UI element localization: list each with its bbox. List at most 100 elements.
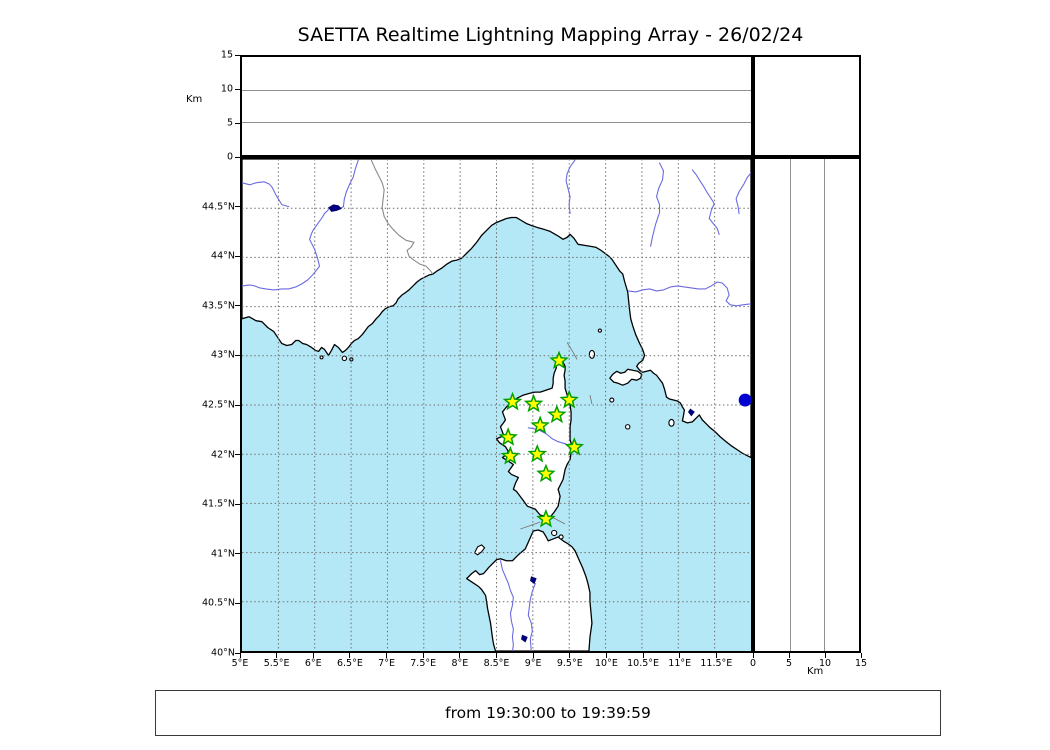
station-star-marker bbox=[559, 389, 579, 409]
station-star-marker bbox=[549, 350, 569, 370]
lon-tick-label: 5.5°E bbox=[263, 658, 290, 669]
lat-tickmark bbox=[235, 404, 240, 406]
lon-tickmark bbox=[715, 653, 717, 658]
lake-serre-poncon bbox=[328, 204, 342, 212]
altitude-gridline bbox=[242, 122, 751, 124]
lon-tickmark bbox=[532, 653, 534, 658]
lon-tickmark bbox=[605, 653, 607, 658]
altitude-tickmark-bottom bbox=[860, 653, 862, 658]
france-italy-border bbox=[370, 159, 434, 275]
river bbox=[650, 162, 665, 247]
altitude-tick-label-bottom: 5 bbox=[785, 658, 793, 669]
corsica-island bbox=[495, 356, 573, 518]
stations-layer bbox=[498, 350, 585, 528]
pianosa-island bbox=[609, 397, 615, 403]
lon-tickmark bbox=[386, 653, 388, 658]
altitude-gridline bbox=[242, 89, 751, 91]
station-star-marker bbox=[530, 415, 550, 434]
lon-tick-label: 9°E bbox=[524, 658, 542, 669]
lat-tickmark bbox=[235, 255, 240, 257]
detections-layer bbox=[738, 393, 751, 407]
lon-tick-label: 6°E bbox=[304, 658, 322, 669]
river bbox=[565, 159, 576, 215]
lat-tick-label: 41°N bbox=[211, 548, 235, 560]
strait-line bbox=[566, 342, 578, 360]
lon-tickmark bbox=[679, 653, 681, 658]
montecristo-island bbox=[624, 424, 631, 430]
river bbox=[499, 560, 514, 651]
sardinia-lake-1 bbox=[529, 576, 537, 585]
lon-tick-label: 8°E bbox=[451, 658, 469, 669]
lon-tick-label: 11°E bbox=[668, 658, 692, 669]
river bbox=[527, 583, 536, 651]
lon-tickmark bbox=[239, 653, 241, 658]
lat-tick-label: 40.5°N bbox=[201, 597, 235, 609]
lat-tickmark bbox=[235, 305, 240, 307]
lon-tick-label: 9.5°E bbox=[556, 658, 583, 669]
river bbox=[242, 181, 290, 208]
altitude-latitude-panel bbox=[753, 157, 861, 653]
lat-tick-label: 42°N bbox=[211, 449, 235, 461]
lat-tick-label: 43.5°N bbox=[201, 300, 235, 312]
strait-line bbox=[589, 394, 593, 405]
altitude-longitude-panel bbox=[240, 55, 753, 157]
altitude-tickmark-bottom bbox=[752, 653, 754, 658]
lat-tick-label: 42.5°N bbox=[201, 399, 235, 411]
lon-tick-label: 7°E bbox=[378, 658, 395, 669]
altitude-tickmark-bottom bbox=[824, 653, 826, 658]
gorgona-island bbox=[597, 328, 603, 333]
river bbox=[691, 169, 720, 235]
lat-tickmark bbox=[235, 454, 240, 456]
lon-tick-label: 10.5°E bbox=[627, 658, 660, 669]
page-title: SAETTA Realtime Lightning Mapping Array … bbox=[297, 24, 804, 46]
station-star-marker bbox=[536, 508, 556, 528]
lat-tickmark bbox=[235, 503, 240, 505]
altitude-tick-label-left: 15 bbox=[220, 49, 233, 61]
lat-tickmark bbox=[235, 206, 240, 208]
map-grid-layer bbox=[242, 159, 751, 651]
lon-tickmark bbox=[422, 653, 424, 658]
altitude-tick-label-bottom: 15 bbox=[854, 658, 868, 669]
land-layer bbox=[242, 159, 751, 651]
station-star-marker bbox=[547, 404, 567, 424]
time-range-box: from 19:30:00 to 19:39:59 bbox=[155, 690, 941, 736]
giglio-island bbox=[668, 418, 675, 427]
lat-tick-label: 43°N bbox=[211, 349, 235, 361]
lon-tickmark bbox=[312, 653, 314, 658]
detection-dot bbox=[738, 393, 751, 407]
altitude-tickmark-left bbox=[235, 54, 240, 56]
lat-tick-label: 41.5°N bbox=[201, 498, 235, 510]
station-star-marker bbox=[527, 443, 548, 463]
lat-tickmark bbox=[235, 652, 240, 654]
lon-tick-label: 8.5°E bbox=[483, 658, 510, 669]
altitude-gridline bbox=[824, 159, 826, 651]
lon-tick-label: 5°E bbox=[231, 658, 249, 669]
altitude-tick-label-bottom: 10 bbox=[818, 658, 832, 669]
lat-tickmark bbox=[235, 354, 240, 356]
hyeres-islet-1 bbox=[341, 355, 348, 362]
altitude-tickmark-left bbox=[235, 156, 240, 158]
altitude-tick-label-left: 0 bbox=[226, 151, 233, 163]
maddalena-islet-2 bbox=[558, 534, 564, 540]
rivers-lakes-layer bbox=[242, 159, 751, 651]
corner-panel bbox=[753, 55, 861, 157]
lat-tick-label: 44°N bbox=[211, 250, 235, 262]
river-golo bbox=[527, 427, 573, 448]
lat-tickmark bbox=[235, 602, 240, 604]
station-star-marker bbox=[536, 463, 556, 483]
station-star-marker bbox=[500, 445, 521, 465]
lon-tickmark bbox=[496, 653, 497, 658]
altitude-tick-label-bottom: 0 bbox=[749, 658, 757, 669]
time-range-text: from 19:30:00 to 19:39:59 bbox=[445, 704, 651, 722]
lon-tick-label: 11.5°E bbox=[700, 658, 733, 669]
lon-tickmark bbox=[459, 653, 461, 658]
sardinia-island bbox=[466, 529, 593, 651]
river-arno bbox=[628, 281, 751, 307]
lat-tick-label: 40°N bbox=[211, 647, 235, 659]
altitude-tickmark-left bbox=[235, 88, 240, 90]
altitude-unit-label-left: Km bbox=[186, 94, 203, 105]
asinara-island bbox=[473, 544, 486, 556]
station-star-marker bbox=[498, 427, 518, 446]
altitude-tickmark-left bbox=[235, 122, 240, 124]
